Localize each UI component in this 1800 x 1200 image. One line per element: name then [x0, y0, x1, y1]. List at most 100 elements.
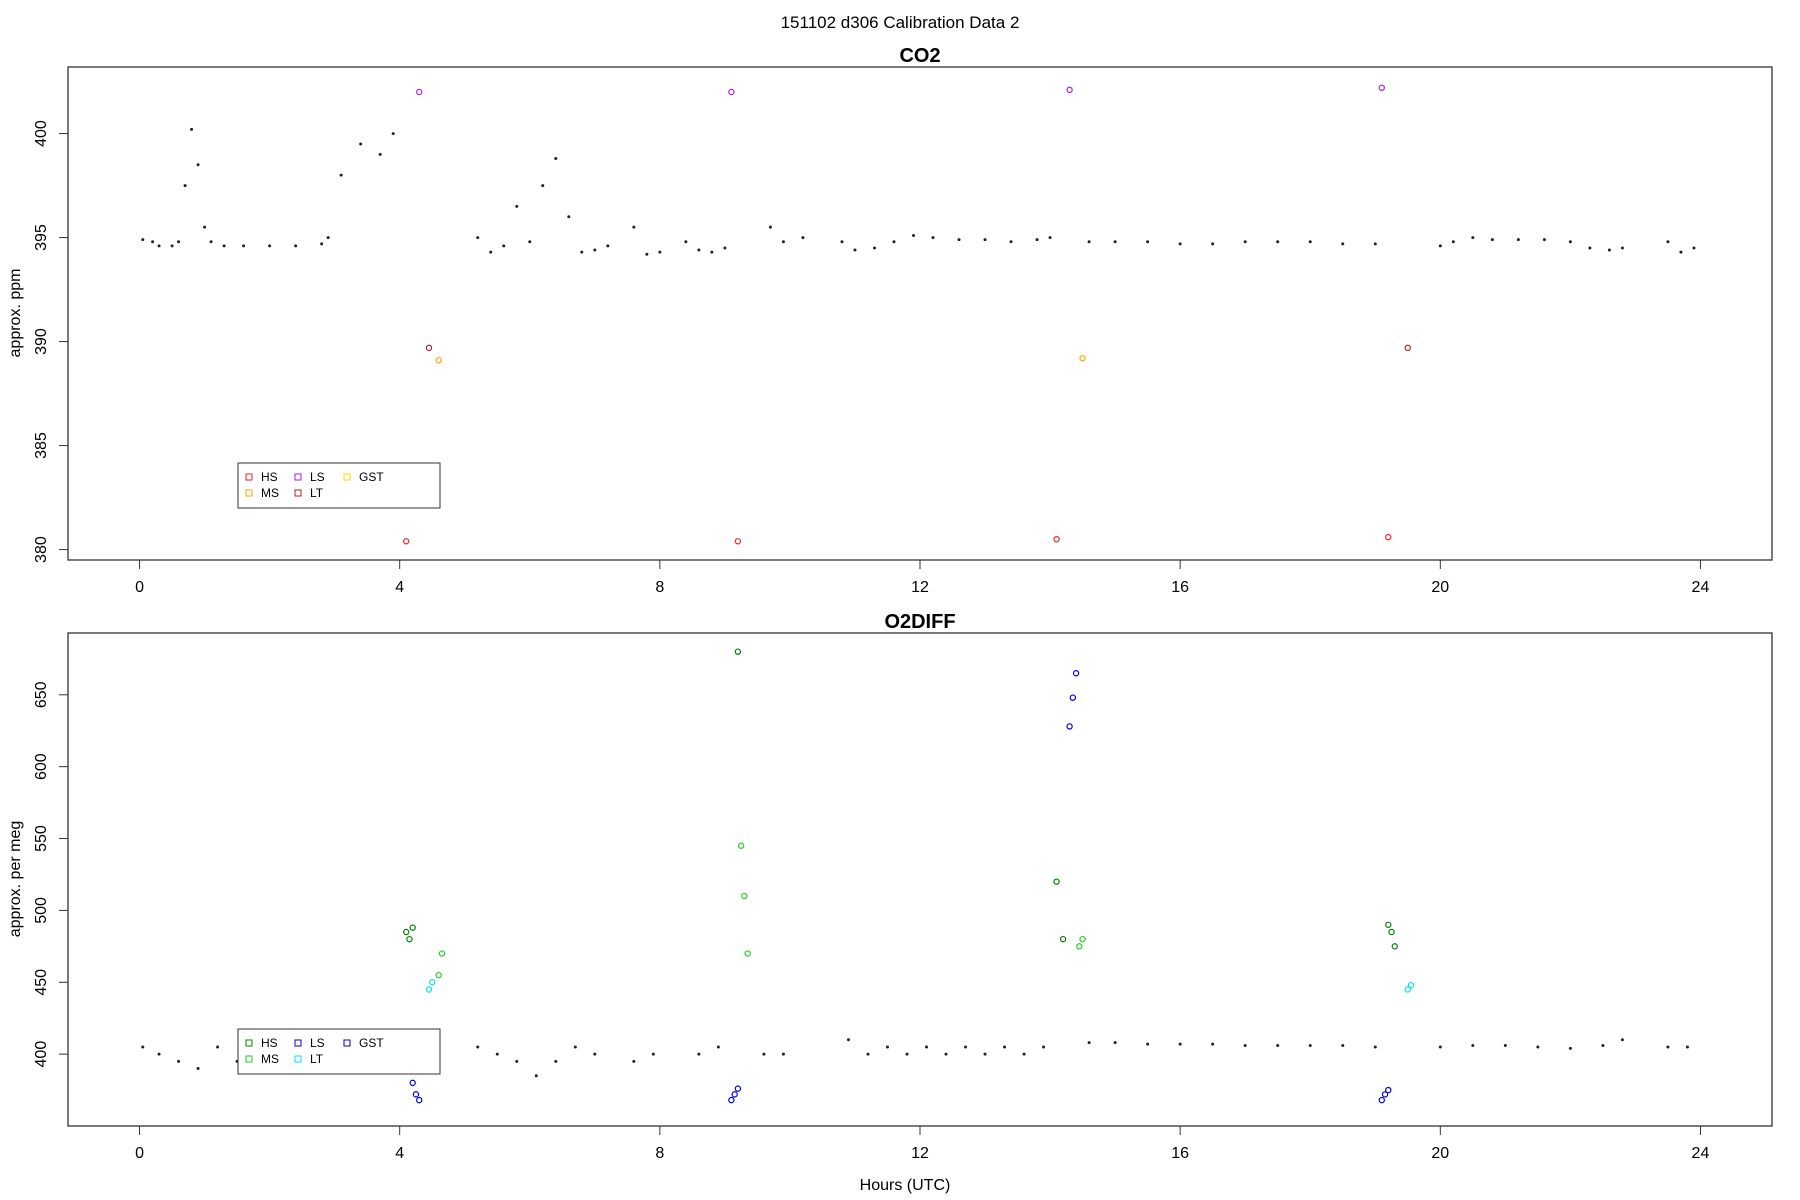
- ambient-point: [1341, 1044, 1345, 1048]
- calibration-point-ls: [1066, 723, 1073, 730]
- legend-label-ls: LS: [310, 470, 325, 484]
- y-tick-label: 390: [33, 328, 50, 355]
- ambient-point: [1620, 246, 1624, 250]
- ambient-point: [495, 1052, 499, 1056]
- x-tick-label: 4: [395, 1145, 404, 1162]
- ambient-point: [268, 244, 272, 248]
- x-tick-label: 0: [135, 579, 144, 596]
- ambient-point: [1087, 1041, 1091, 1045]
- y-tick-label: 550: [33, 825, 50, 852]
- ambient-point: [697, 248, 701, 252]
- ambient-point: [196, 163, 200, 167]
- calibration-point-ms: [744, 950, 751, 957]
- calibration-point-ls: [1381, 1091, 1389, 1098]
- ambient-point: [872, 246, 876, 250]
- o2diff-legend-box: [237, 1028, 441, 1075]
- ambient-point: [645, 252, 649, 256]
- ambient-point: [339, 173, 343, 177]
- o2diff-ambient-points: [141, 1038, 1689, 1078]
- calibration-point-hs: [1059, 935, 1067, 943]
- ambient-point: [1308, 1044, 1312, 1048]
- co2-axis-ticks: 0 4 8 12 16 20 24 380 385 390 395 400: [33, 120, 1709, 596]
- ambient-point: [1692, 246, 1696, 250]
- ambient-point: [1471, 1044, 1475, 1048]
- legend-marker-lt: [294, 1055, 302, 1063]
- legend-marker-hs: [245, 1039, 253, 1047]
- figure-suptitle: 151102 d306 Calibration Data 2: [781, 13, 1020, 32]
- ambient-point: [1503, 1044, 1507, 1048]
- ambient-point: [157, 244, 161, 248]
- calibration-point-ls: [1072, 670, 1080, 677]
- x-tick-label: 24: [1692, 579, 1710, 596]
- ambient-point: [554, 1059, 558, 1063]
- calibration-point-hs: [734, 538, 742, 545]
- ambient-point: [892, 240, 896, 244]
- ambient-point: [853, 248, 857, 252]
- ambient-point: [1536, 1045, 1540, 1049]
- ambient-point: [528, 240, 532, 244]
- ambient-point: [1042, 1045, 1046, 1049]
- ambient-point: [632, 225, 636, 229]
- legend-label-gst: GST: [359, 470, 384, 484]
- co2-legend: HS LS GST MS LT: [237, 462, 441, 509]
- ambient-point: [378, 152, 382, 156]
- ambient-point: [1568, 240, 1572, 244]
- ambient-point: [716, 1045, 720, 1049]
- ambient-point: [502, 244, 506, 248]
- ambient-point: [957, 238, 961, 242]
- co2-y-axis-label: approx. ppm: [7, 269, 24, 358]
- legend-label-ms: MS: [261, 486, 279, 500]
- calibration-point-lt: [425, 986, 433, 993]
- x-tick-label: 8: [655, 579, 664, 596]
- ambient-point: [606, 244, 610, 248]
- legend-marker-gst: [343, 473, 351, 481]
- legend-label-ms: MS: [261, 1052, 279, 1066]
- ambient-point: [1471, 236, 1475, 240]
- ambient-point: [1035, 238, 1039, 242]
- legend-marker-ms: [245, 489, 253, 497]
- calibration-point-ls: [728, 1096, 735, 1104]
- ambient-point: [658, 250, 662, 254]
- ambient-point: [1211, 242, 1215, 246]
- o2diff-title: O2DIFF: [884, 611, 955, 633]
- y-tick-label: 395: [33, 224, 50, 251]
- calibration-point-hs: [1385, 533, 1392, 541]
- ambient-point: [1048, 236, 1052, 240]
- ambient-point: [141, 238, 145, 242]
- y-tick-label: 385: [33, 432, 50, 459]
- ambient-point: [885, 1045, 889, 1049]
- calibration-point-hs: [402, 538, 410, 545]
- ambient-point: [1568, 1046, 1572, 1050]
- ambient-point: [203, 225, 207, 229]
- legend-label-lt: LT: [310, 1052, 324, 1066]
- ambient-point: [1341, 242, 1345, 246]
- y-tick-label: 600: [33, 753, 50, 780]
- y-tick-label: 500: [33, 897, 50, 924]
- ambient-point: [1146, 240, 1150, 244]
- ambient-point: [489, 250, 493, 254]
- o2diff-axis-ticks: 0 4 8 12 16 20 24 400 450 500 550 600 650: [33, 681, 1709, 1162]
- ambient-point: [964, 1045, 968, 1049]
- calibration-point-ls: [416, 1096, 423, 1104]
- legend-marker-lt: [294, 489, 302, 497]
- ambient-point: [359, 142, 363, 146]
- calibration-point-ls: [728, 88, 735, 96]
- ambient-point: [196, 1067, 200, 1071]
- legend-marker-hs: [245, 473, 253, 481]
- calibration-point-lt: [425, 344, 433, 352]
- calibration-point-hs: [1053, 535, 1060, 543]
- co2-legend-box: [237, 462, 441, 509]
- calibration-point-hs: [1391, 943, 1398, 950]
- y-tick-label: 400: [33, 1041, 50, 1068]
- calibration-point-lt: [1404, 344, 1411, 352]
- o2diff-y-axis-label: approx. per meg: [7, 821, 24, 938]
- ambient-point: [684, 240, 688, 244]
- legend-label-gst: GST: [359, 1036, 384, 1050]
- calibration-point-ms: [435, 971, 442, 979]
- calibration-point-ls: [1378, 84, 1385, 92]
- calibration-point-hs: [409, 924, 416, 931]
- ambient-point: [983, 1052, 987, 1056]
- ambient-point: [190, 127, 194, 131]
- ambient-point: [1451, 240, 1455, 244]
